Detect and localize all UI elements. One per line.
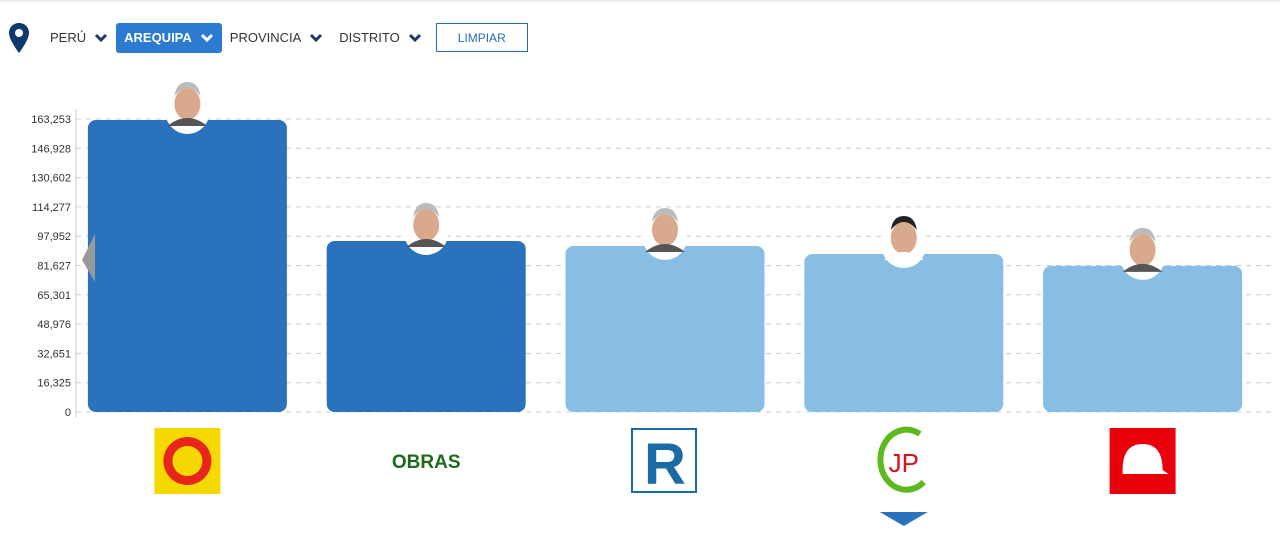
y-tick-label: 97,952 — [37, 231, 71, 243]
y-tick-label: 81,627 — [37, 261, 71, 273]
filter-province[interactable]: PROVINCIA — [222, 23, 332, 53]
y-tick-label: 114,277 — [32, 202, 71, 214]
clear-button[interactable]: LIMPIAR — [435, 23, 528, 52]
candidate-hair — [174, 81, 201, 96]
candidate-shoulders — [645, 243, 685, 252]
jp-party-letters: JP — [889, 448, 919, 478]
filter-region[interactable]: AREQUIPA — [116, 22, 222, 53]
candidate-hair — [652, 207, 678, 222]
obras-party-logo: OBRAS — [392, 452, 461, 473]
candidate-hair — [1129, 227, 1156, 242]
candidate-face — [174, 87, 201, 120]
votes-bar-chart: 0 16,325 32,651 48,976 65,301 81,627 97,952 114… — [31, 81, 1276, 526]
selected-indicator-icon — [879, 512, 928, 526]
bar[interactable] — [1043, 265, 1243, 412]
scroll-left-arrow-icon[interactable] — [82, 234, 95, 282]
y-tick-label: 146,928 — [31, 143, 71, 155]
sun-face — [172, 446, 203, 476]
candidate-hair — [413, 202, 440, 217]
y-tick-label: 163,253 — [31, 114, 71, 126]
y-tick-label: 32,651 — [37, 348, 71, 360]
candidate-shoulders — [406, 238, 447, 247]
candidate-face — [413, 208, 440, 241]
bar[interactable] — [87, 119, 287, 413]
top-shadow — [0, 0, 1280, 3]
candidate-face — [652, 213, 678, 246]
location-filters: PERÚ AREQUIPA PROVINCIA DISTRITO LIMPIAR — [8, 22, 528, 53]
candidate-shoulders — [1122, 263, 1163, 272]
candidate-hair — [890, 216, 917, 231]
r-party-letter: R — [644, 432, 686, 497]
candidate-face — [1129, 233, 1156, 266]
chevron-down-icon — [200, 33, 213, 42]
r-party-logo — [631, 428, 697, 493]
bar[interactable] — [565, 245, 765, 412]
bar[interactable] — [326, 240, 526, 412]
y-tick-label: 0 — [65, 407, 71, 419]
y-tick-label: 48,976 — [37, 319, 71, 331]
filter-district[interactable]: DISTRITO — [331, 23, 429, 53]
y-tick-label: 65,301 — [37, 290, 71, 302]
bar[interactable] — [804, 254, 1004, 412]
chevron-down-icon — [408, 33, 421, 42]
chevron-down-icon — [310, 33, 323, 42]
chevron-down-icon — [95, 33, 108, 42]
y-tick-label: 16,325 — [37, 378, 71, 390]
candidate-shoulders — [883, 252, 924, 261]
jp-party-logo — [877, 426, 926, 493]
helmet-icon — [1122, 444, 1169, 474]
location-pin-icon — [9, 22, 29, 53]
filter-country[interactable]: PERÚ — [42, 23, 116, 53]
y-tick-label: 130,602 — [31, 173, 71, 185]
candidate-face — [890, 222, 917, 255]
candidate-shoulders — [167, 117, 208, 126]
